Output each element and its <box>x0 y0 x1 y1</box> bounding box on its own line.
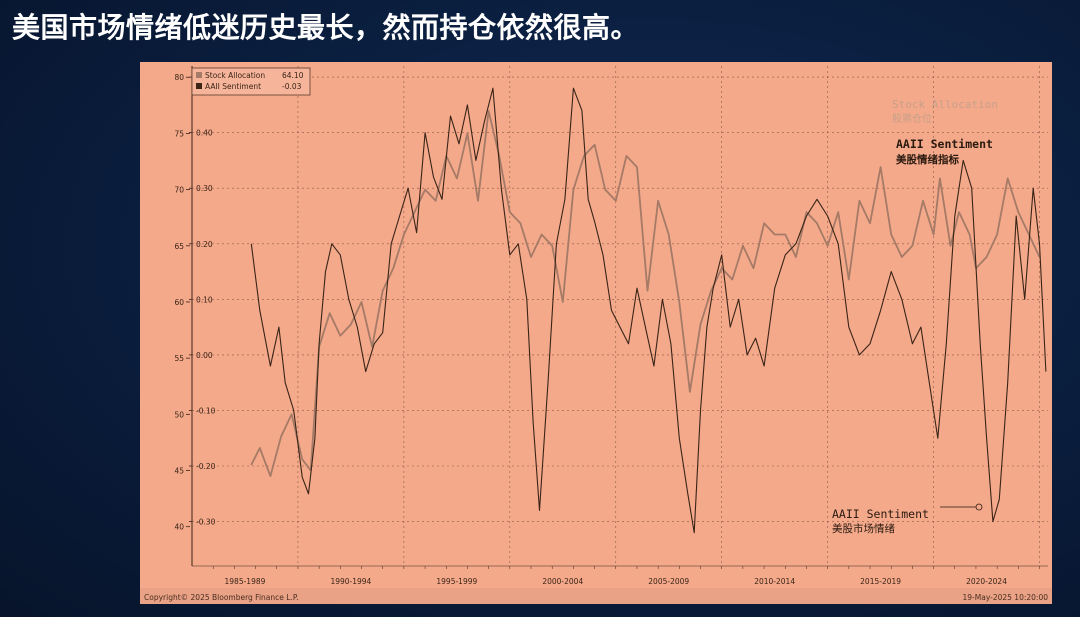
x-axis-tick-label: 1990-1994 <box>330 577 371 586</box>
x-axis-tick-label: 2010-2014 <box>754 577 795 586</box>
left-axis-tick-label: 0.20 <box>196 240 213 249</box>
annotation-aaii-top-en: AAII Sentiment <box>896 137 993 151</box>
right-axis-tick-label: 60 <box>174 298 184 307</box>
legend-value-aaii-sentiment: -0.03 <box>282 82 302 91</box>
left-axis-tick-label: 0.30 <box>196 184 213 193</box>
right-axis-tick-label: 40 <box>174 523 184 532</box>
footer-bar <box>140 588 1052 604</box>
right-axis: 80 75 70 65 60 55 50 45 40 <box>174 73 190 532</box>
right-axis-tick-label: 50 <box>174 410 184 419</box>
series-layer <box>250 87 1047 534</box>
series-line-stock-allocation <box>250 110 1041 478</box>
left-axis-tick-label: 0.00 <box>196 351 213 360</box>
right-axis-tick-label: 70 <box>174 186 184 195</box>
right-axis-tick-label: 75 <box>174 129 184 138</box>
right-axis-tick-label: 65 <box>174 242 184 251</box>
annotation-stock-allocation-en: Stock Allocation <box>892 98 998 111</box>
annotation-aaii-bottom-zh: 美股市场情绪 <box>832 522 895 535</box>
annotation-aaii-top-zh: 美股情绪指标 <box>896 153 959 166</box>
slide-title: 美国市场情绪低迷历史最长，然而持仓依然很高。 <box>12 11 640 44</box>
left-axis-tick-label: -0.30 <box>196 518 216 527</box>
chart-panel: 0.500.400.300.200.100.00-0.10-0.20-0.30 … <box>140 62 1052 604</box>
x-axis-tick-label: 1985-1989 <box>225 577 266 586</box>
right-axis-tick-label: 45 <box>174 466 184 475</box>
footer-copyright: Copyright© 2025 Bloomberg Finance L.P. <box>144 593 299 602</box>
x-axis-tick-label: 2005-2009 <box>648 577 689 586</box>
chart-svg: 0.500.400.300.200.100.00-0.10-0.20-0.30 … <box>140 62 1052 604</box>
annotation-aaii-bottom-en: AAII Sentiment <box>832 507 929 521</box>
legend-value-stock-allocation: 64.10 <box>282 71 304 80</box>
chart-grid <box>192 66 1048 566</box>
annotation-stock-allocation-zh: 股票仓位 <box>892 112 932 125</box>
legend: Stock Allocation 64.10 AAII Sentiment -0… <box>191 67 311 96</box>
left-axis-tick-label: -0.20 <box>196 462 216 471</box>
annotation-stock-allocation: Stock Allocation 股票仓位 <box>892 98 998 125</box>
footer-timestamp: 19-May-2025 10:20:00 <box>963 593 1049 602</box>
legend-box <box>191 67 311 96</box>
left-axis-tick-label: 0.40 <box>196 129 213 138</box>
x-axis-tick-label: 2015-2019 <box>860 577 901 586</box>
right-axis-tick-label: 55 <box>174 354 184 363</box>
annotation-aaii-bottom-marker <box>975 503 983 511</box>
annotation-aaii-bottom: AAII Sentiment 美股市场情绪 <box>832 503 983 535</box>
right-axis-tick-label: 80 <box>174 73 184 82</box>
left-axis-tick-label: -0.10 <box>196 406 216 415</box>
legend-swatch-stock-allocation <box>196 72 202 78</box>
legend-label-aaii-sentiment: AAII Sentiment <box>205 82 261 91</box>
x-axis-tick-label: 2000-2004 <box>542 577 583 586</box>
left-axis-tick-label: 0.10 <box>196 295 213 304</box>
legend-swatch-aaii-sentiment <box>196 83 202 89</box>
x-axis-tick-label: 2020-2024 <box>966 577 1007 586</box>
legend-label-stock-allocation: Stock Allocation <box>205 71 265 80</box>
x-axis: 1985-1989 1990-1994 1995-1999 2000-2004 2005… <box>192 565 1048 586</box>
series-line-aaii-sentiment <box>250 87 1047 534</box>
annotation-aaii-top: AAII Sentiment 美股情绪指标 <box>896 137 993 166</box>
x-axis-tick-label: 1995-1999 <box>436 577 477 586</box>
